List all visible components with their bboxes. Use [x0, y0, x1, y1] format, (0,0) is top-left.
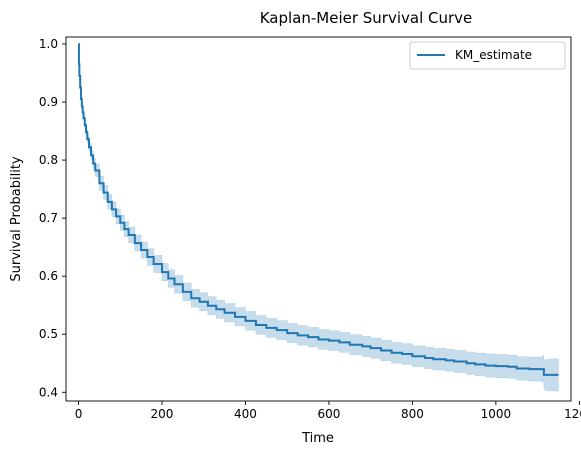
y-tick-label: 0.5 [39, 327, 58, 341]
x-axis-label: Time [301, 431, 334, 446]
x-tick-label: 600 [317, 407, 340, 421]
y-tick-label: 0.8 [39, 153, 58, 167]
x-tick-label: 800 [401, 407, 424, 421]
x-tick-label: 1200 [564, 407, 581, 421]
chart-title: Kaplan-Meier Survival Curve [260, 9, 473, 27]
legend: KM_estimate [409, 41, 566, 70]
x-axis: 0 200 400 600 800 1000 1200 [75, 401, 581, 421]
plot-area [77, 42, 559, 392]
y-tick-label: 0.9 [39, 95, 58, 109]
axes-frame [65, 36, 572, 402]
km-estimate-line [77, 42, 559, 376]
y-tick-label: 0.4 [39, 385, 58, 399]
y-tick-label: 0.7 [39, 211, 58, 225]
y-axis-label: Survival Probability [9, 156, 24, 282]
legend-label: KM_estimate [455, 48, 532, 62]
x-tick-label: 0 [75, 407, 83, 421]
x-tick-label: 1000 [481, 407, 512, 421]
y-tick-label: 1.0 [39, 37, 58, 51]
x-tick-label: 400 [234, 407, 257, 421]
legend-box [409, 41, 566, 70]
x-tick-label: 200 [151, 407, 174, 421]
y-tick-label: 0.6 [39, 269, 58, 283]
y-axis: 0.4 0.5 0.6 0.7 0.8 0.9 1.0 [39, 37, 66, 399]
